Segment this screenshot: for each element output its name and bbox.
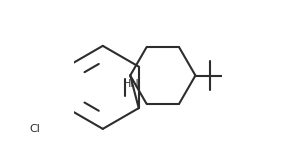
Text: Cl: Cl [29, 124, 40, 134]
Text: HN: HN [123, 79, 140, 89]
